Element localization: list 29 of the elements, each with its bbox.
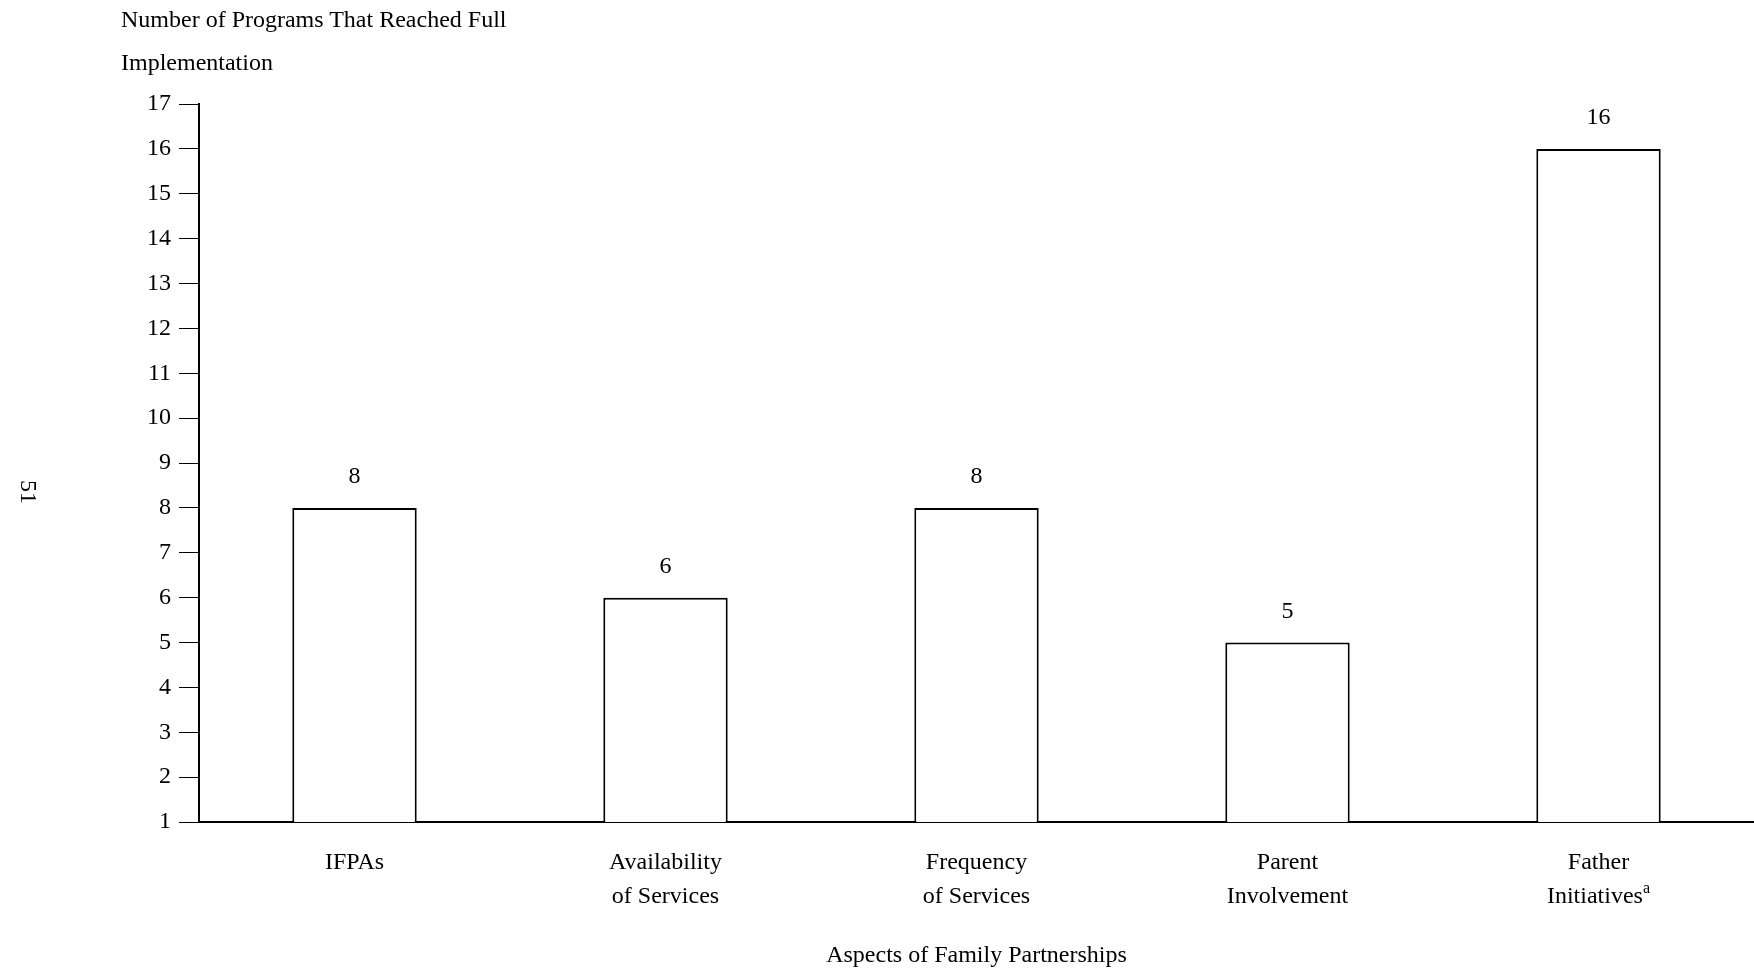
y-tick-label: 12 xyxy=(147,313,171,340)
y-tick-label: 8 xyxy=(159,493,171,520)
data-label: 16 xyxy=(1586,103,1611,130)
data-label: 5 xyxy=(1281,596,1294,623)
y-tick-label: 9 xyxy=(159,448,171,475)
y-tick-label: 2 xyxy=(159,762,171,789)
y-tick-label: 16 xyxy=(147,134,171,161)
y-tick-label: 7 xyxy=(159,538,171,565)
y-tick-label: 11 xyxy=(147,358,171,385)
y-tick-label: 4 xyxy=(159,672,171,699)
y-tick-label: 10 xyxy=(147,403,171,430)
chart-title: Number of Programs That Reached Full Implementation xyxy=(121,6,507,76)
data-label: 6 xyxy=(659,551,672,578)
y-tick-label: 17 xyxy=(147,89,171,116)
data-label: 8 xyxy=(970,462,983,489)
y-tick-label: 13 xyxy=(147,268,171,295)
x-tick-label: Availability of Services xyxy=(609,848,722,909)
x-axis-title: Aspects of Family Partnerships xyxy=(826,941,1127,968)
x-tick-label: Frequency of Services xyxy=(922,848,1031,909)
y-tick-label: 14 xyxy=(147,223,171,250)
y-tick-label: 1 xyxy=(159,807,171,834)
y-tick-label: 15 xyxy=(147,179,171,206)
text: 51 xyxy=(15,480,42,504)
x-tick-label: Parent Involvement xyxy=(1226,848,1349,909)
y-tick-label: 6 xyxy=(159,582,171,609)
x-tick-label: IFPAs xyxy=(324,848,385,875)
y-tick-label: 3 xyxy=(159,717,171,744)
data-label: 8 xyxy=(348,462,361,489)
y-tick-label: 5 xyxy=(159,627,171,654)
